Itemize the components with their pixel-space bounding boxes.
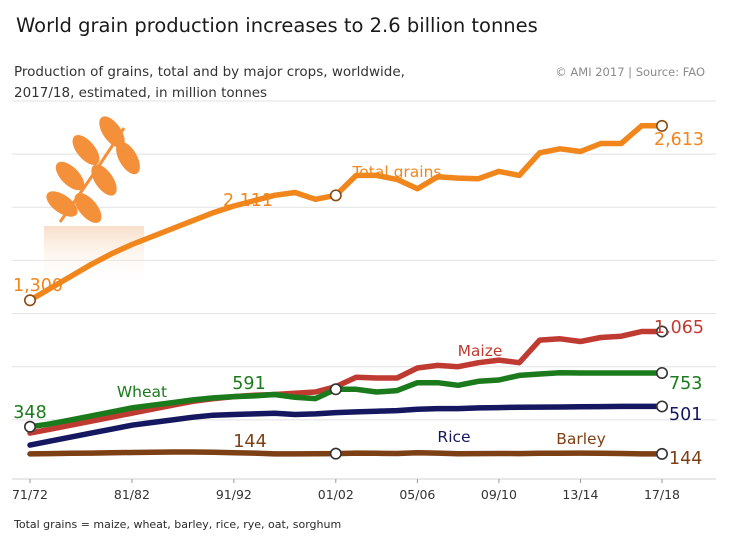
marker-total-end: [655, 119, 668, 132]
marker-wheat-end: [655, 366, 668, 379]
series-lines: [27, 123, 665, 457]
chart-title: World grain production increases to 2.6 …: [16, 14, 538, 37]
value-label-total-start: 1,300: [13, 276, 63, 296]
grid-lines: [12, 100, 716, 480]
marker-barley-end: [655, 447, 668, 460]
x-tick-label: 17/18: [644, 487, 680, 502]
x-tick-label: 91/92: [216, 487, 252, 502]
marker-wheat-start: [23, 420, 36, 433]
wheat-grain-shape: [74, 193, 102, 223]
chart-subtitle: Production of grains, total and by major…: [14, 62, 474, 104]
subtitle-line-1: Production of grains, total and by major…: [14, 64, 405, 80]
wheat-reflection-shape: [44, 226, 144, 286]
wheat-grain-shape: [55, 161, 85, 191]
series-line-total-grains: [27, 123, 665, 304]
value-label-total-end: 2,613: [654, 130, 704, 150]
series-label-wheat: Wheat: [117, 383, 167, 401]
footnote: Total grains = maize, wheat, barley, ric…: [14, 518, 342, 531]
wheat-grain-shape: [99, 116, 125, 148]
series-label-total-grains: Total grains: [351, 163, 441, 181]
marker-wheat-mid: [329, 383, 342, 396]
x-tick-label: 13/14: [562, 487, 598, 502]
data-labels: 1,300 2,111 2,613 1,065 348 591 753 501 144 144 To…: [13, 119, 704, 469]
wheat-stem-shape: [58, 127, 126, 223]
x-tick-label: 05/06: [399, 487, 435, 502]
x-axis: 71/72 81/82 91/92 01/02 05/06 09/10 13/14 17/18: [12, 479, 680, 502]
x-tick-label: 09/10: [481, 487, 517, 502]
marker-maize-end: [655, 325, 668, 338]
value-label-total-mid: 2,111: [223, 191, 273, 211]
marker-barley-mid: [329, 447, 342, 460]
marker-total-mid: [329, 189, 342, 202]
value-label-maize-end: 1,065: [654, 318, 704, 338]
subtitle-line-2: 2017/18, estimated, in million tonnes: [14, 85, 268, 101]
wheat-ear-icon: [44, 116, 144, 286]
value-label-barley-end: 144: [669, 449, 702, 469]
wheat-grain-shape: [91, 164, 117, 196]
source-credit: © AMI 2017 | Source: FAO: [555, 65, 705, 79]
value-label-wheat-mid: 591: [232, 374, 265, 394]
marker-total-start: [23, 294, 36, 307]
series-label-maize: Maize: [458, 342, 503, 360]
value-label-wheat-start: 348: [13, 403, 46, 423]
series-label-rice: Rice: [437, 428, 470, 446]
wheat-grain-shape: [116, 141, 140, 175]
series-line-rice: [27, 403, 665, 448]
series-label-barley: Barley: [556, 430, 606, 448]
value-label-barley-mid: 144: [233, 432, 266, 452]
x-tick-label: 01/02: [318, 487, 354, 502]
x-tick-label: 81/82: [114, 487, 150, 502]
series-line-barley: [27, 449, 665, 457]
series-line-wheat: [27, 369, 665, 430]
wheat-grain-shape: [72, 135, 100, 165]
marker-rice-end: [655, 400, 668, 413]
series-line-maize: [27, 328, 665, 436]
x-tick-label: 71/72: [12, 487, 48, 502]
value-label-wheat-end: 753: [669, 374, 702, 394]
value-label-rice-end: 501: [669, 405, 702, 425]
